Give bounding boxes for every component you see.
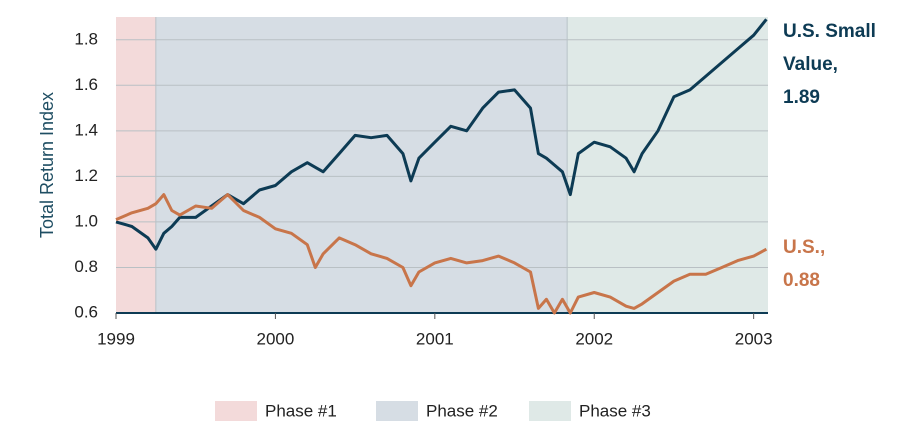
phase-band	[567, 17, 768, 313]
y-tick-label: 1.2	[74, 166, 98, 185]
phase-band	[155, 17, 568, 313]
x-tick-label: 2003	[735, 329, 773, 348]
legend-swatch	[376, 401, 418, 421]
legend-label: Phase #3	[579, 401, 651, 420]
end-label: Value,	[783, 54, 838, 75]
x-tick-label: 1999	[97, 329, 135, 348]
y-tick-label: 1.6	[74, 75, 98, 94]
phase-band	[116, 17, 156, 313]
y-tick-label: 1.0	[74, 211, 98, 230]
legend-label: Phase #2	[426, 401, 498, 420]
end-label: U.S. Small	[783, 21, 876, 42]
end-label: 1.89	[783, 87, 820, 108]
y-axis-label: Total Return Index	[37, 92, 57, 238]
y-tick-label: 1.8	[74, 29, 98, 48]
legend-label: Phase #1	[265, 401, 337, 420]
x-tick-label: 2001	[416, 329, 454, 348]
end-label: 0.88	[783, 270, 820, 291]
x-tick-label: 2000	[256, 329, 294, 348]
y-tick-label: 0.8	[74, 257, 98, 276]
end-label: U.S.,	[783, 237, 825, 258]
y-tick-label: 1.4	[74, 120, 98, 139]
legend-swatch	[215, 401, 257, 421]
x-tick-label: 2002	[575, 329, 613, 348]
series-line	[115, 193, 768, 315]
y-tick-label: 0.6	[74, 302, 98, 321]
legend-swatch	[529, 401, 571, 421]
